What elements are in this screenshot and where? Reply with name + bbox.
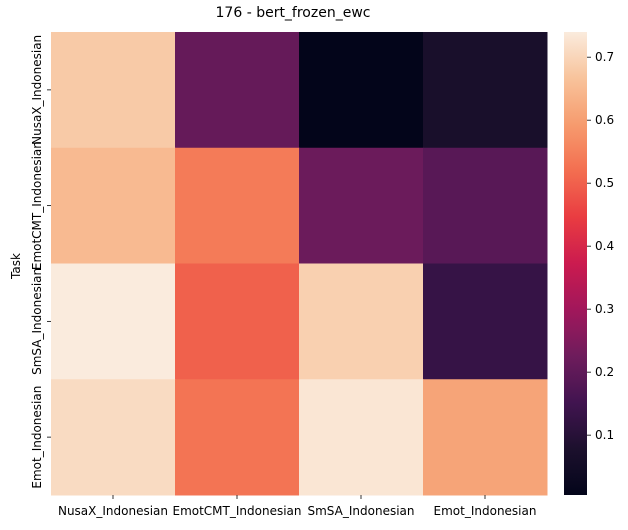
x-tick-label: SmSA_Indonesian — [308, 504, 415, 518]
colorbar-tick-label: 0.3 — [595, 302, 614, 316]
colorbar-ticks: 0.1 0.2 0.3 0.4 0.5 0.6 0.7 — [587, 50, 614, 442]
colorbar — [564, 32, 587, 495]
heatmap-cells — [51, 32, 548, 496]
heatmap-cell — [51, 32, 176, 149]
y-tick-label: EmotCMT_Indonesian — [30, 141, 44, 270]
x-axis-ticks: NusaX_Indonesian EmotCMT_Indonesian SmSA_I… — [58, 495, 537, 518]
heatmap-cell — [423, 263, 548, 380]
heatmap-cell — [299, 32, 424, 149]
heatmap-cell — [423, 32, 548, 149]
x-tick-label: EmotCMT_Indonesian — [172, 504, 301, 518]
chart-title: 176 - bert_frozen_ewc — [216, 5, 371, 21]
heatmap-cell — [423, 147, 548, 264]
colorbar-tick-label: 0.4 — [595, 239, 614, 253]
y-tick-label: NusaX_Indonesian — [30, 35, 44, 145]
heatmap-cell — [299, 147, 424, 264]
heatmap-cell — [51, 263, 176, 380]
heatmap-cell — [423, 379, 548, 496]
y-axis-label: Task — [9, 253, 23, 280]
heatmap-cell — [175, 263, 300, 380]
colorbar-tick-label: 0.2 — [595, 365, 614, 379]
colorbar-tick-label: 0.1 — [595, 428, 614, 442]
heatmap-cell — [299, 263, 424, 380]
y-axis-ticks: NusaX_IndonesianEmotCMT_IndonesianSmSA_I… — [30, 35, 51, 489]
heatmap-cell — [51, 379, 176, 496]
y-tick-label: Emot_Indonesian — [30, 386, 44, 489]
heatmap-cell — [175, 32, 300, 149]
y-tick-label: SmSA_Indonesian — [30, 268, 44, 375]
heatmap-cell — [175, 379, 300, 496]
colorbar-tick-label: 0.6 — [595, 113, 614, 127]
heatmap-cell — [175, 147, 300, 264]
colorbar-tick-label: 0.7 — [595, 50, 614, 64]
colorbar-tick-label: 0.5 — [595, 176, 614, 190]
x-tick-label: NusaX_Indonesian — [58, 504, 168, 518]
heatmap-cell — [299, 379, 424, 496]
x-tick-label: Emot_Indonesian — [434, 504, 537, 518]
heatmap-cell — [51, 147, 176, 264]
